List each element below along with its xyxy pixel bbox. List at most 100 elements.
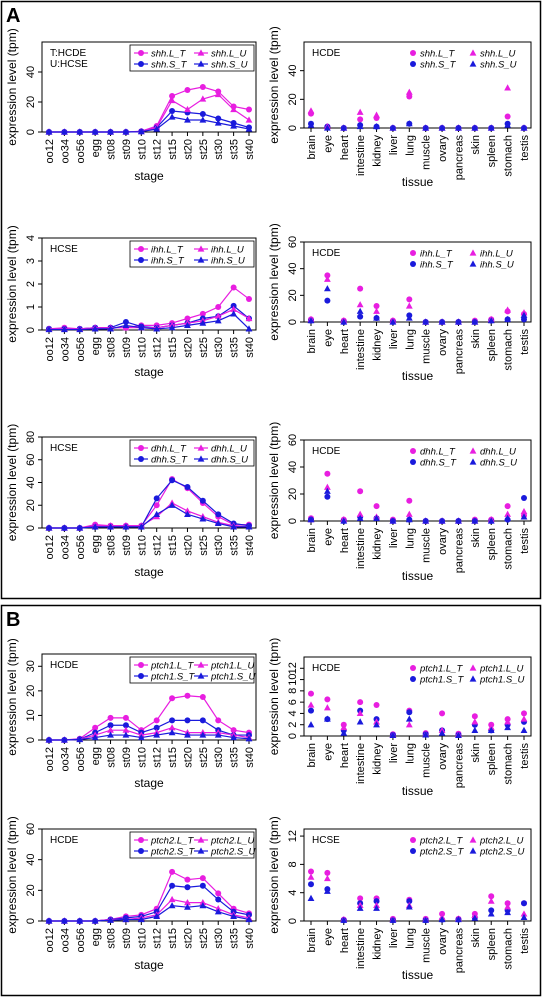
- x-tick-label: pancreas: [453, 928, 465, 974]
- data-point: [246, 106, 252, 113]
- x-axis-title: stage: [134, 365, 164, 379]
- x-tick-label: st10: [136, 139, 148, 160]
- data-point: [406, 898, 413, 905]
- x-tick-label: st08: [106, 747, 118, 768]
- data-point: [230, 733, 238, 741]
- x-tick-label: skin: [470, 928, 482, 948]
- data-point: [373, 721, 380, 728]
- legend-marker: [410, 50, 416, 56]
- legend-marker: [197, 672, 205, 679]
- y-tick-label: 40: [25, 66, 37, 78]
- data-point: [107, 128, 114, 135]
- legend-label: ptch2.S_U: [210, 847, 255, 858]
- legend-label: shh.S_T: [420, 60, 457, 71]
- x-tick-label: st30: [213, 139, 225, 160]
- legend-marker: [410, 61, 416, 67]
- data-point: [308, 707, 314, 714]
- x-tick-label: egg: [90, 139, 102, 157]
- x-tick-label: muscle: [421, 135, 433, 170]
- y-tick-label: 0: [25, 525, 37, 531]
- legend-marker: [469, 49, 477, 56]
- chart-9-ptch2-line: 0 20 40 60 expression level (tpm) oo12 oo34 oo5…: [5, 816, 257, 972]
- data-point: [504, 514, 512, 521]
- condition-label: HCDE: [312, 248, 341, 259]
- x-tick-label: eye: [322, 329, 334, 347]
- data-point: [438, 124, 446, 131]
- data-point: [91, 325, 99, 332]
- y-tick-label: 20: [287, 488, 299, 500]
- condition-label: HCDE: [50, 660, 79, 671]
- data-point: [214, 908, 222, 915]
- data-point: [60, 917, 68, 924]
- legend-label: ihh.S_U: [211, 256, 245, 267]
- x-tick-label: lung: [404, 329, 416, 350]
- data-point: [405, 120, 413, 127]
- legend-label: shh.S_U: [480, 60, 517, 71]
- data-point: [184, 116, 191, 123]
- data-point: [230, 105, 238, 113]
- data-point: [307, 516, 315, 523]
- y-tick-label: 4: [287, 890, 299, 896]
- data-point: [504, 113, 511, 120]
- data-point: [107, 726, 114, 733]
- data-point: [199, 310, 206, 317]
- data-point: [199, 731, 207, 738]
- data-point: [405, 516, 413, 523]
- data-point: [168, 324, 176, 331]
- legend-label: ptch1.L_U: [479, 664, 523, 675]
- data-point: [389, 916, 397, 923]
- data-point: [340, 124, 348, 131]
- x-tick-label: liver: [388, 135, 400, 156]
- data-point: [389, 517, 397, 524]
- chart-6-dhh-scatter: 0 20 40 60 expression level (tpm) brain eye hea…: [267, 422, 532, 583]
- legend-label: ptch2.L_T: [419, 836, 463, 847]
- x-tick-label: brain: [306, 743, 318, 767]
- y-tick-label: 0: [287, 918, 299, 924]
- data-point: [169, 93, 176, 99]
- data-point: [122, 523, 130, 530]
- data-point: [153, 731, 161, 738]
- y-tick-label: 10: [287, 673, 299, 685]
- legend-marker: [197, 455, 205, 462]
- data-point: [471, 718, 479, 725]
- data-point: [438, 729, 446, 736]
- data-point: [405, 302, 413, 309]
- data-point: [168, 501, 176, 508]
- legend-box: [129, 656, 255, 684]
- legend-label: ptch1.L_T: [150, 661, 194, 672]
- plot-frame: [303, 439, 532, 522]
- y-tick-label: 60: [287, 236, 299, 248]
- data-point: [471, 713, 478, 720]
- series-line: [49, 116, 250, 133]
- data-point: [230, 523, 238, 530]
- data-point: [91, 128, 99, 135]
- x-tick-label: testis: [519, 928, 531, 954]
- data-point: [504, 908, 512, 916]
- data-point: [184, 315, 191, 322]
- data-point: [199, 95, 207, 102]
- x-tick-label: kidney: [372, 528, 384, 560]
- chart-5-dhh-line: 0 20 40 60 80 expression level (tpm) oo12 oo34 o…: [5, 424, 257, 579]
- data-point: [504, 315, 512, 322]
- data-point: [184, 507, 191, 514]
- data-point: [215, 896, 222, 903]
- data-point: [373, 514, 380, 521]
- y-tick-label: 20: [287, 289, 299, 301]
- chart-3-ihh-line: 0 1 2 3 4 expression level (tpm) oo12 oo34 oo56 e…: [5, 225, 257, 379]
- data-point: [356, 718, 364, 725]
- x-tick-label: egg: [90, 747, 102, 765]
- data-point: [230, 122, 238, 129]
- legend-marker: [138, 848, 144, 854]
- data-point: [471, 914, 479, 921]
- x-tick-label: oo56: [75, 747, 87, 771]
- data-point: [308, 881, 314, 888]
- x-tick-label: brain: [306, 928, 318, 952]
- x-tick-label: muscle: [421, 528, 433, 563]
- x-tick-label: testis: [519, 329, 531, 355]
- legend-marker: [469, 60, 477, 67]
- chart-10-ptch2-scatter: 0 4 8 12 expression level (tpm) brain eye heart…: [267, 816, 532, 982]
- x-tick-label: st35: [229, 139, 241, 160]
- data-point: [504, 306, 512, 313]
- data-point: [214, 317, 222, 324]
- legend-label: dhh.S_U: [480, 458, 517, 469]
